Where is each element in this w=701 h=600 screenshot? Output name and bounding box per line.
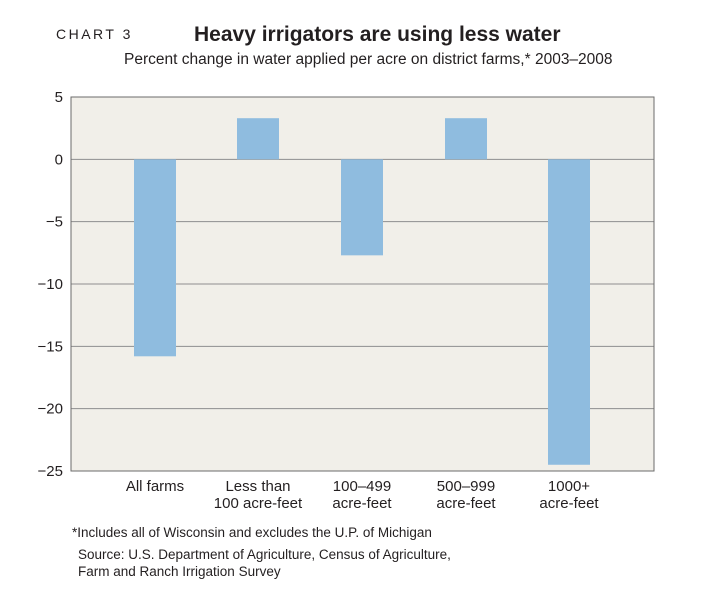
- footnote: *Includes all of Wisconsin and excludes …: [72, 525, 432, 540]
- plot-frame: [70, 96, 655, 472]
- bar: [134, 159, 176, 357]
- x-category-label: acre-feet: [332, 495, 392, 512]
- y-tick-label: −15: [38, 338, 63, 355]
- chart-number-label: CHART 3: [56, 26, 133, 42]
- y-axis-tick-labels: 5 0 −5 −10 −15 −20 −25: [38, 89, 63, 480]
- x-category-label: acre-feet: [436, 495, 496, 512]
- x-category-label: 100–499: [333, 478, 391, 495]
- chart-subtitle: Percent change in water applied per acre…: [124, 51, 613, 68]
- x-category-label: acre-feet: [539, 495, 599, 512]
- y-tick-label: −10: [38, 276, 63, 293]
- x-category-label: All farms: [126, 478, 184, 495]
- y-tick-label: 5: [55, 89, 63, 106]
- x-category-label: 100 acre-feet: [214, 495, 303, 512]
- bars: [134, 118, 590, 465]
- x-category-label: Less than: [225, 478, 290, 495]
- source-line: Source: U.S. Department of Agriculture, …: [78, 547, 451, 562]
- bar: [548, 159, 590, 465]
- bar: [341, 159, 383, 256]
- y-tick-label: −25: [38, 463, 63, 480]
- y-tick-label: −20: [38, 401, 63, 418]
- x-category-label: 500–999: [437, 478, 495, 495]
- y-tick-label: 0: [55, 151, 63, 168]
- chart-title: Heavy irrigators are using less water: [194, 23, 561, 46]
- bar: [237, 118, 279, 160]
- bar: [445, 118, 487, 160]
- source-line: Farm and Ranch Irrigation Survey: [78, 564, 281, 579]
- source-note: Source: U.S. Department of Agriculture, …: [78, 546, 451, 580]
- y-tick-label: −5: [46, 214, 63, 231]
- x-category-label: 1000+: [548, 478, 590, 495]
